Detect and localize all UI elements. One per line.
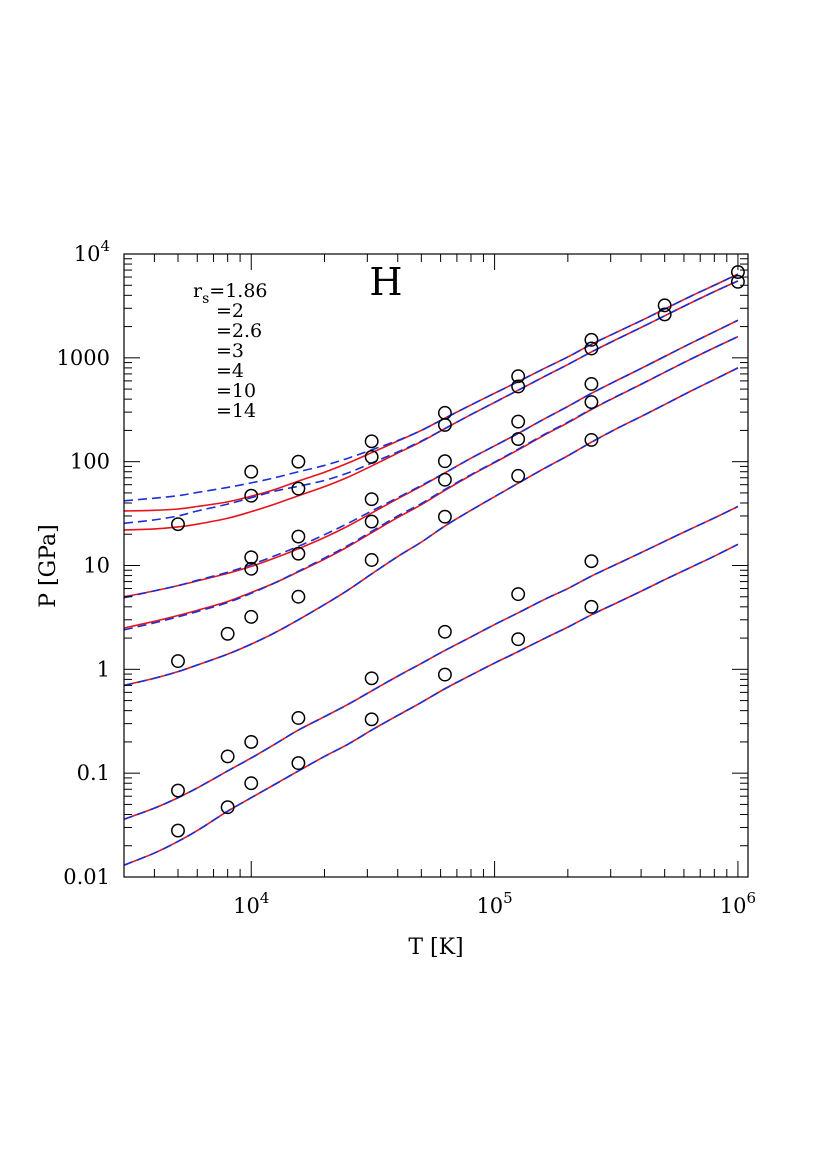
series-1-point-7 — [657, 307, 672, 322]
series-2-point-1 — [291, 529, 306, 544]
y-tick-label: 10 — [83, 554, 110, 578]
series-5-point-3 — [291, 711, 306, 725]
y-tick-label: 1000 — [57, 346, 110, 370]
y-tick-label: 0.01 — [63, 865, 110, 889]
legend-entry-3: =3 — [216, 340, 244, 362]
series-1-point-3 — [364, 450, 379, 464]
y-tick-label: 104 — [74, 237, 110, 266]
series-3-point-1 — [291, 546, 306, 561]
x-tick-label: 104 — [233, 889, 269, 918]
series-5-point-4 — [364, 671, 379, 686]
x-tick-label: 106 — [720, 889, 756, 918]
series-4-point-1 — [220, 626, 235, 641]
series-2-point-0 — [244, 550, 259, 565]
series-6-point-4 — [364, 712, 379, 727]
series-6-point-6 — [511, 632, 526, 647]
series-0-point-1 — [291, 454, 306, 469]
series-6-point-3 — [291, 756, 306, 771]
series-2-point-3 — [437, 454, 452, 469]
series-4-point-4 — [364, 553, 379, 567]
series-0-dashed-line — [123, 273, 739, 502]
series-2-point-4 — [511, 414, 526, 429]
legend: rs=1.86=2=2.6=3=4=10=14 — [193, 280, 268, 422]
series-3-solid-line — [123, 335, 739, 629]
legend-entry-0: rs=1.86 — [193, 280, 268, 307]
series-0-point-0 — [244, 464, 259, 479]
legend-entry-5: =10 — [216, 380, 256, 402]
axis-ticks — [123, 253, 748, 878]
series-5-point-0 — [171, 783, 185, 798]
series-1-dashed-line — [123, 280, 739, 525]
plot-points — [171, 265, 745, 838]
y-tick-label: 1 — [97, 657, 110, 681]
series-6-solid-line — [123, 543, 739, 866]
series-5-solid-line — [123, 505, 739, 820]
series-5-point-6 — [511, 587, 526, 602]
y-axis-label: P [GPa] — [36, 524, 61, 607]
plot-lines — [123, 273, 739, 866]
series-1-point-6 — [584, 341, 599, 356]
series-3-point-3 — [437, 472, 452, 487]
tick-labels: 104 105 106 0.01 0.1 1 10 100 1000 104 — [57, 237, 757, 918]
series-2-point-5 — [584, 377, 599, 391]
series-5-point-2 — [244, 734, 259, 749]
series-3-point-2 — [364, 514, 379, 529]
series-1-point-4 — [437, 417, 452, 432]
series-6-point-0 — [171, 823, 185, 838]
x-tick-label: 105 — [476, 889, 512, 918]
series-6-dashed-line — [123, 543, 739, 866]
series-4-solid-line — [123, 367, 739, 687]
series-1-point-2 — [291, 481, 306, 496]
legend-entry-4: =4 — [216, 360, 244, 382]
x-axis-label: T [K] — [408, 935, 463, 960]
series-5-point-1 — [220, 749, 235, 764]
legend-entry-6: =14 — [216, 400, 256, 422]
series-6-point-7 — [584, 599, 599, 614]
series-6-point-2 — [244, 776, 259, 791]
series-1-point-8 — [730, 274, 745, 289]
series-4-point-2 — [244, 609, 259, 624]
series-4-point-6 — [511, 468, 526, 483]
series-3-point-0 — [244, 561, 259, 576]
y-tick-label: 0.1 — [77, 761, 110, 785]
y-tick-label: 100 — [70, 450, 110, 474]
series-5-point-5 — [437, 624, 452, 639]
series-3-dashed-line — [123, 335, 739, 631]
series-4-point-7 — [584, 432, 599, 447]
series-1-point-1 — [244, 488, 259, 503]
series-1-point-0 — [171, 517, 185, 532]
series-2-point-2 — [364, 492, 379, 507]
series-6-point-1 — [220, 800, 235, 815]
series-3-point-4 — [511, 432, 526, 447]
series-0-point-6 — [657, 298, 672, 313]
series-0-point-5 — [584, 332, 599, 347]
series-4-point-0 — [171, 654, 185, 669]
series-5-point-7 — [584, 554, 599, 569]
series-0-point-4 — [511, 369, 526, 384]
series-5-dashed-line — [123, 505, 739, 820]
series-6-point-5 — [437, 667, 452, 682]
series-0-point-2 — [364, 434, 379, 449]
series-4-point-5 — [437, 509, 452, 524]
series-0-point-3 — [437, 405, 452, 420]
legend-entry-2: =2.6 — [216, 320, 262, 342]
series-4-point-3 — [291, 589, 306, 604]
element-annotation: H — [369, 260, 402, 304]
series-1-point-5 — [511, 379, 526, 394]
series-3-point-5 — [584, 395, 599, 410]
legend-entry-1: =2 — [216, 300, 244, 322]
series-2-dashed-line — [123, 319, 739, 599]
